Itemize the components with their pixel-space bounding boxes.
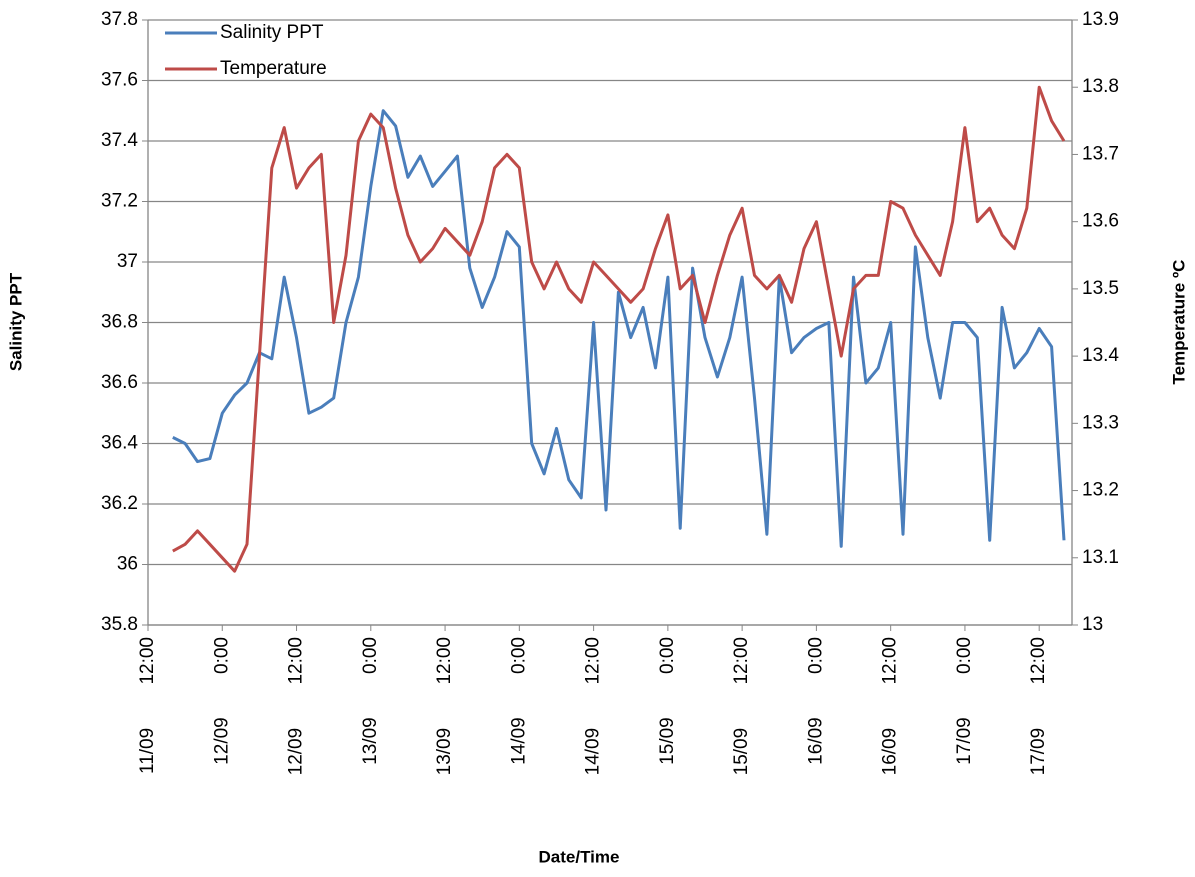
y2-tick-label: 13.2 bbox=[1082, 480, 1119, 501]
x-tick-label: 16/09 0:00 bbox=[805, 637, 826, 765]
y2-tick-label: 13.7 bbox=[1082, 143, 1119, 164]
y2-tick-label: 13.3 bbox=[1082, 412, 1119, 433]
y-tick-label: 37 bbox=[117, 251, 138, 272]
y-tick-label: 36 bbox=[117, 554, 138, 575]
y-tick-label: 36.4 bbox=[101, 433, 138, 454]
y-tick-label: 37.6 bbox=[101, 70, 138, 91]
y2-tick-label: 13.5 bbox=[1082, 278, 1119, 299]
x-tick-label: 14/09 12:00 bbox=[583, 637, 604, 775]
y-tick-label: 36.2 bbox=[101, 493, 138, 514]
y2-tick-label: 13 bbox=[1082, 614, 1103, 635]
y-tick-label: 36.8 bbox=[101, 312, 138, 333]
x-tick-label: 13/09 0:00 bbox=[360, 637, 381, 765]
y-axis-title: Salinity PPT bbox=[6, 272, 25, 371]
x-tick-label: 15/09 0:00 bbox=[657, 637, 678, 765]
series-line bbox=[172, 85, 1066, 573]
x-tick-label: 13/09 12:00 bbox=[434, 637, 455, 775]
y-tick-label: 35.8 bbox=[101, 614, 138, 635]
y2-tick-label: 13.1 bbox=[1082, 547, 1119, 568]
x-tick-label: 11/09 12:00 bbox=[137, 637, 158, 774]
y2-axis-title: Temperature ºC bbox=[1169, 260, 1188, 385]
y2-tick-label: 13.6 bbox=[1082, 211, 1119, 232]
y-tick-label: 36.6 bbox=[101, 372, 138, 393]
x-axis-title: Date/Time bbox=[539, 847, 620, 866]
y-tick-label: 37.8 bbox=[101, 9, 138, 30]
y-tick-label: 37.2 bbox=[101, 191, 138, 212]
legend-label: Temperature bbox=[220, 58, 327, 79]
legend-label: Salinity PPT bbox=[220, 22, 324, 43]
x-tick-label: 16/09 12:00 bbox=[880, 637, 901, 775]
x-tick-label: 12/09 0:00 bbox=[211, 637, 232, 765]
x-tick-label: 14/09 0:00 bbox=[508, 637, 529, 765]
y2-tick-label: 13.8 bbox=[1082, 76, 1119, 97]
x-tick-label: 17/09 12:00 bbox=[1028, 637, 1049, 775]
x-tick-label: 17/09 0:00 bbox=[954, 637, 975, 765]
x-tick-label: 15/09 12:00 bbox=[731, 637, 752, 775]
y2-tick-label: 13.4 bbox=[1082, 345, 1119, 366]
x-tick-label: 12/09 12:00 bbox=[286, 637, 307, 775]
series-line bbox=[172, 109, 1066, 548]
y2-tick-label: 13.9 bbox=[1082, 9, 1119, 30]
y-tick-label: 37.4 bbox=[101, 130, 138, 151]
